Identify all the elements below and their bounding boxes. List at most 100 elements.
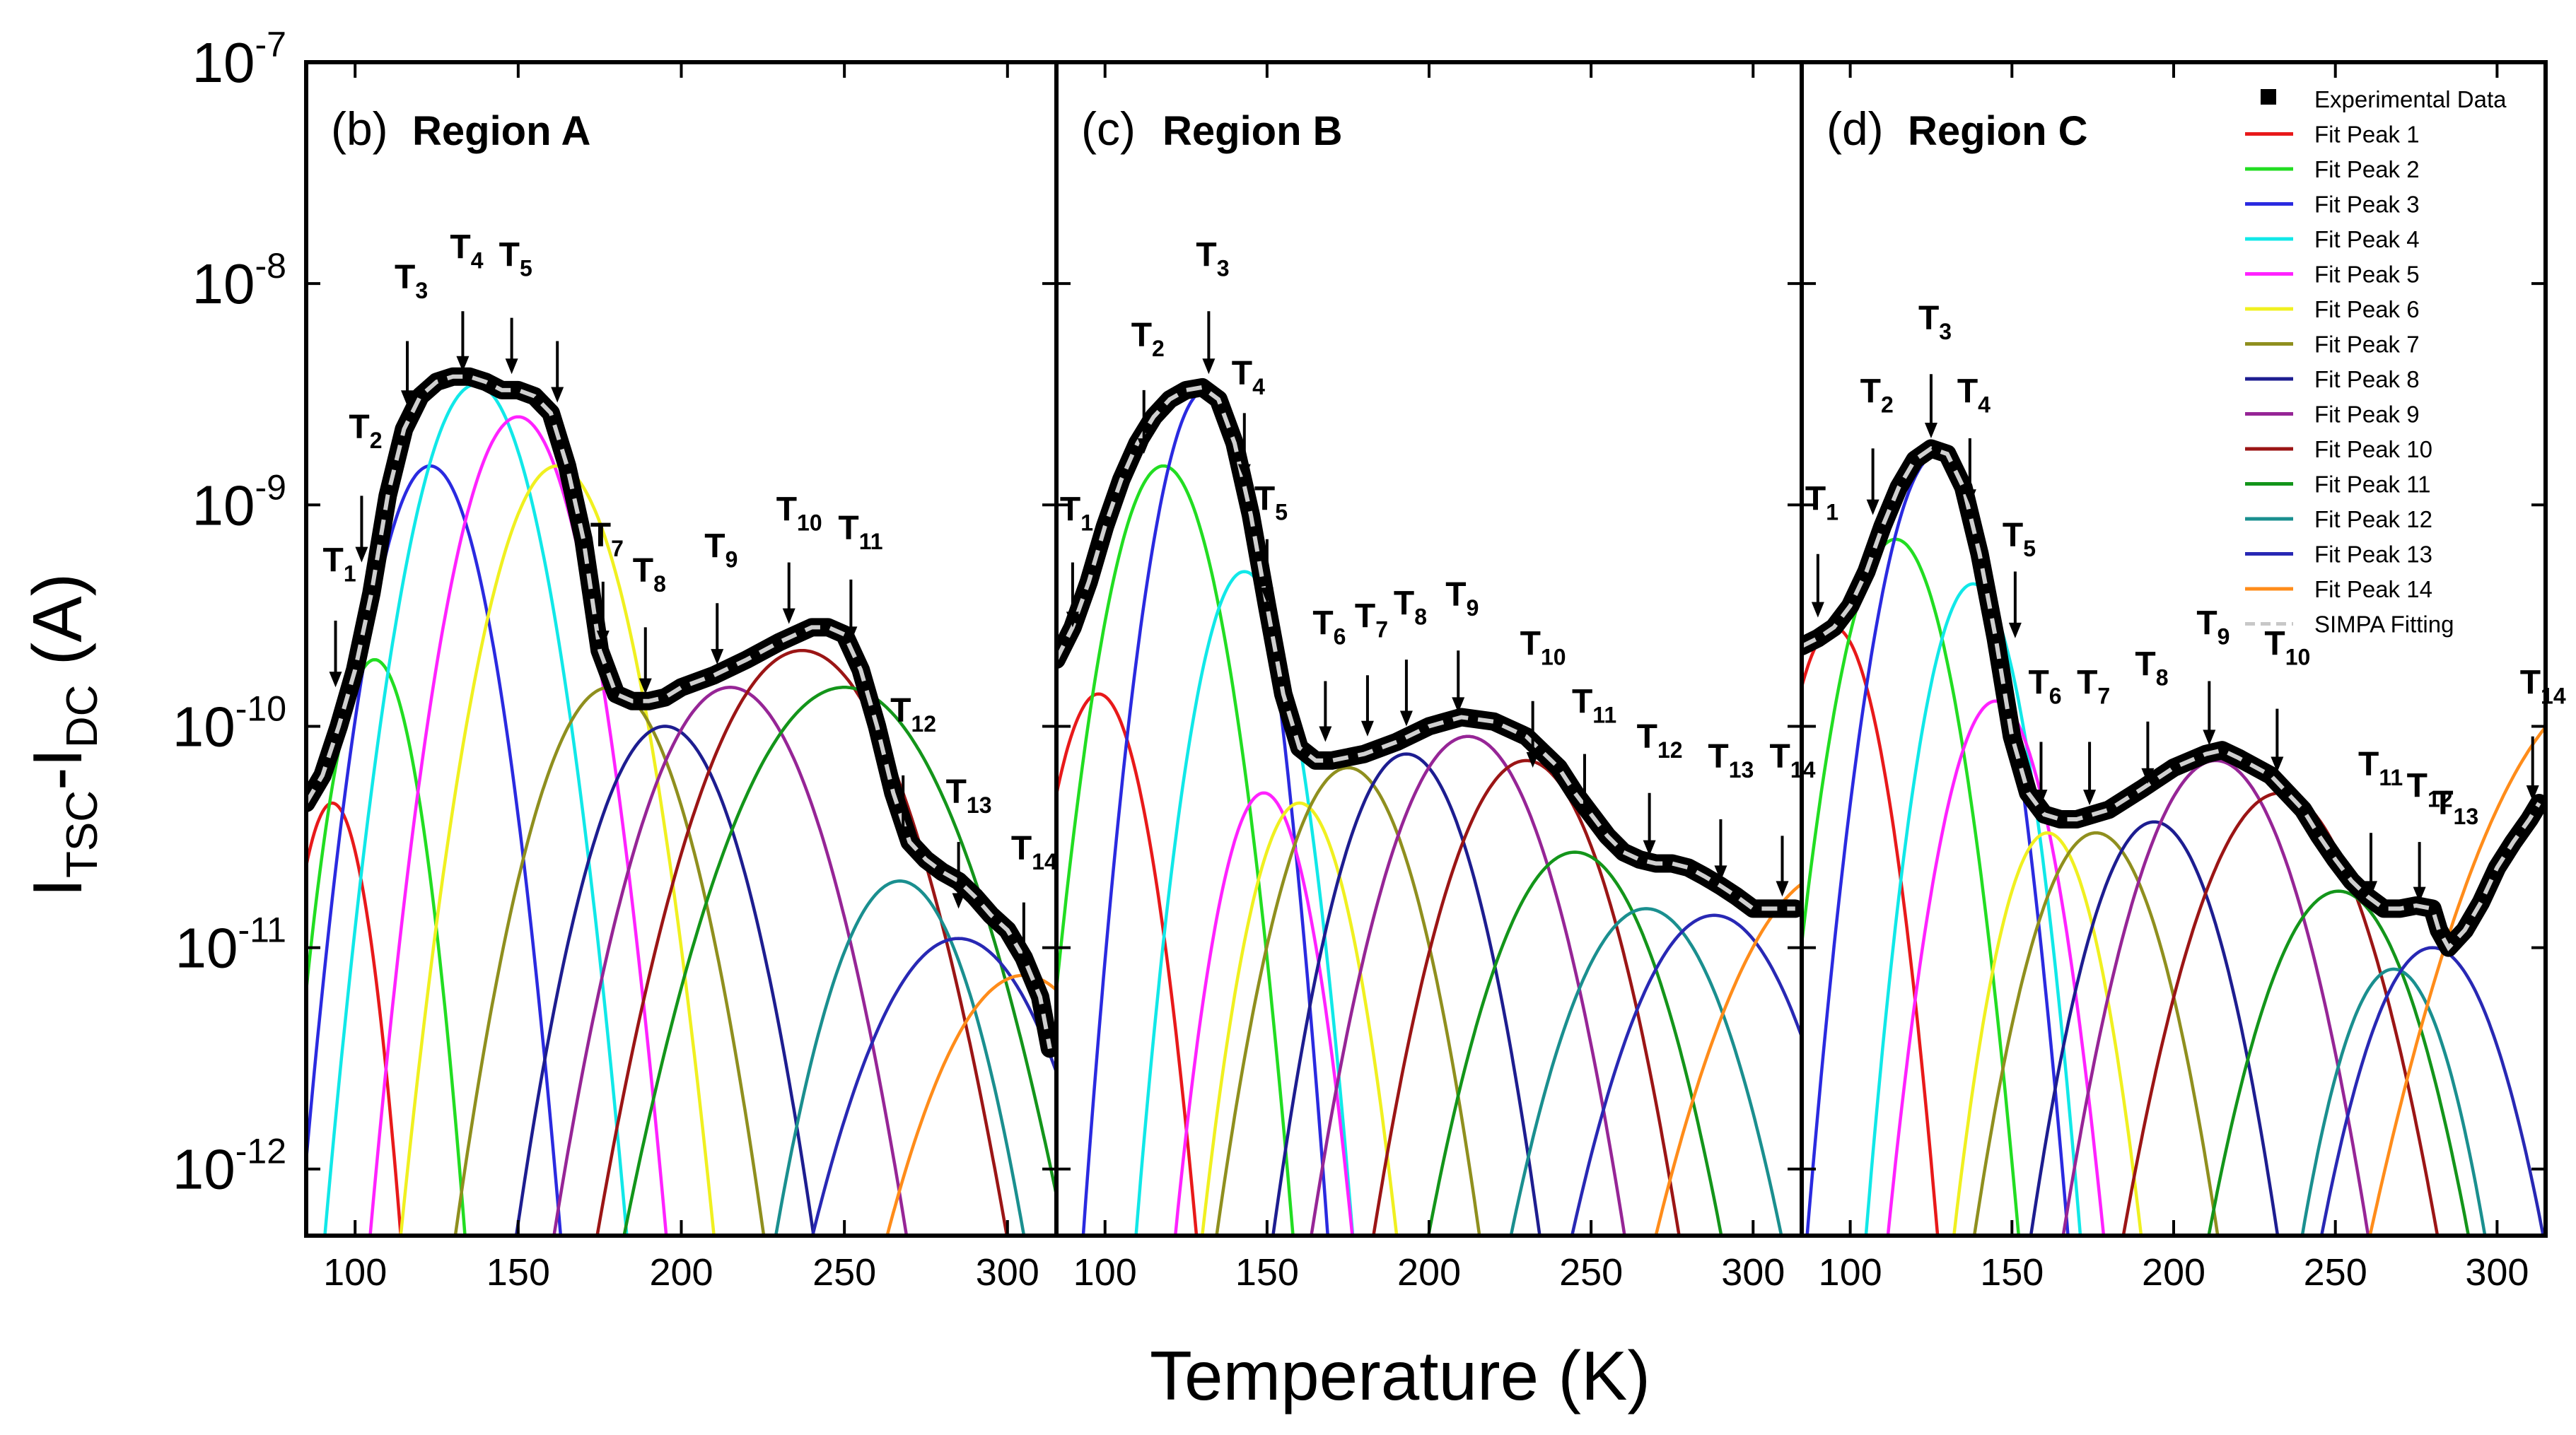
region-label: Region A	[412, 108, 590, 154]
fit-peak-13-curve	[2319, 946, 2545, 1236]
fit-peak-3-curve	[306, 464, 563, 1236]
peak-marker-arrowhead	[1963, 489, 1976, 505]
peak-marker-arrowhead	[1319, 726, 1332, 742]
y-axis-title: ITSC-IDC (A)	[18, 573, 107, 898]
peak-marker-arrowhead	[1260, 587, 1274, 604]
legend-label: Fit Peak 13	[2314, 541, 2432, 568]
fit-peak-6-curve	[1952, 831, 2143, 1236]
legend: Experimental Data Fit Peak 1 Fit Peak 2 Fit…	[2245, 86, 2507, 638]
x-tick-label: 100	[1073, 1251, 1137, 1294]
fit-peak-1-curve	[1056, 692, 1199, 1236]
peak-marker-label: T3	[395, 259, 428, 303]
legend-item: SIMPA Fitting	[2245, 611, 2454, 638]
peak-marker-arrowhead	[1866, 499, 1879, 515]
peak-marker-label: T7	[1355, 597, 1388, 642]
peak-marker-arrowhead	[596, 631, 610, 647]
x-axis-title: Temperature (K)	[1150, 1337, 1650, 1414]
fit-peak-11-curve	[1426, 850, 1723, 1236]
legend-label: Fit Peak 11	[2314, 472, 2430, 498]
x-tick-label: 250	[812, 1251, 876, 1294]
legend-label: Fit Peak 2	[2314, 156, 2420, 182]
peak-marker-arrowhead	[2008, 622, 2022, 638]
peak-marker-label: T12	[890, 692, 936, 737]
peak-marker-arrowhead	[711, 649, 724, 665]
peak-marker-label: T14	[2520, 664, 2566, 709]
fit-peak-5-curve	[1173, 791, 1354, 1236]
x-tick-label: 300	[2465, 1251, 2529, 1294]
peak-marker-label: T12	[1637, 718, 1683, 763]
legend-item: Fit Peak 8	[2245, 366, 2420, 392]
x-tick-label: 150	[1980, 1251, 2044, 1294]
peak-marker-label: T2	[349, 409, 382, 453]
legend-label: Fit Peak 8	[2314, 366, 2420, 392]
legend-item: Fit Peak 4	[2245, 226, 2420, 252]
peak-marker-arrowhead	[2141, 768, 2155, 784]
peak-marker-arrowhead	[2083, 790, 2097, 806]
peak-marker-arrowhead	[639, 678, 652, 694]
legend-label: Fit Peak 7	[2314, 332, 2420, 358]
fit-peak-12-curve	[1509, 907, 1783, 1236]
peak-marker-label: T5	[2003, 517, 2036, 561]
peak-marker-label: T5	[499, 236, 532, 281]
legend-item: Fit Peak 11	[2245, 472, 2430, 498]
peak-marker-label: T5	[1254, 480, 1288, 525]
legend-item: Fit Peak 5	[2245, 262, 2420, 288]
peak-marker-label: T4	[1232, 355, 1265, 399]
fit-peak-12-curve	[2300, 967, 2487, 1236]
peak-marker-arrowhead	[1526, 752, 1539, 768]
peak-marker-label: T1	[1060, 491, 1093, 535]
peak-marker-label: T3	[1918, 300, 1952, 344]
legend-label: SIMPA Fitting	[2314, 611, 2454, 638]
peak-marker-label: T8	[633, 552, 666, 597]
peak-marker-arrowhead	[2271, 756, 2284, 773]
x-tick-label: 100	[1819, 1251, 1882, 1294]
peak-marker-arrowhead	[2034, 790, 2048, 806]
y-tick-label: 10-8	[192, 246, 286, 315]
legend-item: Experimental Data	[2261, 86, 2507, 112]
peak-marker-label: T6	[1312, 604, 1346, 649]
peak-marker-label: T9	[2196, 604, 2230, 649]
fit-peak-2-curve	[1056, 464, 1295, 1236]
peak-marker-label: T4	[1957, 373, 1991, 417]
simpa-fitting-line	[1802, 446, 2541, 951]
legend-item: Fit Peak 7	[2245, 332, 2420, 358]
peak-marker-label: T9	[704, 527, 738, 572]
peak-marker-label: T10	[776, 491, 822, 535]
fit-peak-8-curve	[2029, 820, 2280, 1236]
peak-marker-label: T13	[946, 773, 992, 818]
x-tick-label: 250	[2304, 1251, 2367, 1294]
peak-marker-arrowhead	[1137, 438, 1150, 455]
peak-marker-label: T2	[1860, 373, 1894, 417]
peak-marker-label: T12	[2407, 767, 2453, 812]
peak-marker-arrowhead	[1360, 720, 1374, 737]
legend-label: Fit Peak 10	[2314, 436, 2432, 462]
peak-marker-arrowhead	[2526, 785, 2539, 802]
peak-marker-label: T8	[2135, 645, 2168, 690]
peak-marker-arrowhead	[1714, 865, 1727, 882]
peak-marker-label: T11	[2358, 746, 2403, 790]
panel-label: (d)	[1826, 102, 1884, 155]
x-tick-label: 300	[976, 1251, 1039, 1294]
legend-marker	[2261, 89, 2276, 105]
peak-marker-arrowhead	[1643, 840, 1656, 856]
x-tick-label: 250	[1559, 1251, 1623, 1294]
peak-marker-arrowhead	[844, 626, 858, 643]
peak-marker-label: T7	[590, 517, 624, 561]
panel-label: (b)	[331, 102, 388, 155]
peak-marker-label: T3	[1196, 236, 1229, 281]
legend-label: Fit Peak 5	[2314, 262, 2420, 288]
peak-marker-arrowhead	[952, 893, 965, 909]
peak-marker-arrowhead	[1066, 611, 1079, 628]
peak-marker-arrowhead	[1811, 602, 1824, 618]
peak-marker-arrowhead	[1017, 953, 1030, 969]
fit-peak-11-curve	[2207, 889, 2471, 1236]
x-tick-label: 200	[649, 1251, 713, 1294]
peak-marker-label: T4	[450, 228, 483, 273]
peak-marker-arrowhead	[1237, 464, 1251, 480]
legend-item: Fit Peak 6	[2245, 296, 2420, 322]
legend-item: Fit Peak 2	[2245, 156, 2420, 182]
peak-marker-label: T1	[323, 542, 356, 587]
peak-marker-arrowhead	[456, 356, 470, 372]
